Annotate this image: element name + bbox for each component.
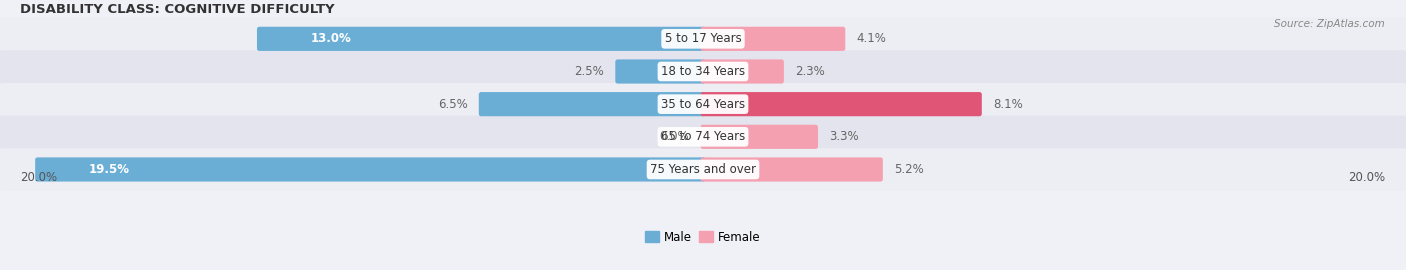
FancyBboxPatch shape: [700, 27, 845, 51]
Text: Source: ZipAtlas.com: Source: ZipAtlas.com: [1274, 19, 1385, 29]
Text: 20.0%: 20.0%: [1348, 171, 1385, 184]
FancyBboxPatch shape: [700, 157, 883, 181]
Text: 75 Years and over: 75 Years and over: [650, 163, 756, 176]
FancyBboxPatch shape: [257, 27, 706, 51]
FancyBboxPatch shape: [0, 50, 1406, 93]
Text: DISABILITY CLASS: COGNITIVE DIFFICULTY: DISABILITY CLASS: COGNITIVE DIFFICULTY: [21, 3, 335, 16]
Text: 5 to 17 Years: 5 to 17 Years: [665, 32, 741, 45]
Text: 65 to 74 Years: 65 to 74 Years: [661, 130, 745, 143]
Text: 0.0%: 0.0%: [659, 130, 689, 143]
Legend: Male, Female: Male, Female: [641, 226, 765, 248]
Text: 5.2%: 5.2%: [894, 163, 924, 176]
FancyBboxPatch shape: [479, 92, 706, 116]
FancyBboxPatch shape: [0, 116, 1406, 158]
Text: 2.5%: 2.5%: [574, 65, 605, 78]
Text: 35 to 64 Years: 35 to 64 Years: [661, 98, 745, 111]
FancyBboxPatch shape: [0, 148, 1406, 191]
FancyBboxPatch shape: [700, 59, 785, 84]
FancyBboxPatch shape: [700, 92, 981, 116]
Text: 6.5%: 6.5%: [437, 98, 468, 111]
FancyBboxPatch shape: [616, 59, 706, 84]
FancyBboxPatch shape: [700, 125, 818, 149]
FancyBboxPatch shape: [0, 18, 1406, 60]
Text: 19.5%: 19.5%: [89, 163, 129, 176]
FancyBboxPatch shape: [35, 157, 706, 181]
Text: 20.0%: 20.0%: [21, 171, 58, 184]
Text: 8.1%: 8.1%: [993, 98, 1022, 111]
Text: 3.3%: 3.3%: [830, 130, 859, 143]
Text: 2.3%: 2.3%: [796, 65, 825, 78]
Text: 13.0%: 13.0%: [311, 32, 352, 45]
Text: 4.1%: 4.1%: [856, 32, 886, 45]
Text: 18 to 34 Years: 18 to 34 Years: [661, 65, 745, 78]
FancyBboxPatch shape: [0, 83, 1406, 125]
